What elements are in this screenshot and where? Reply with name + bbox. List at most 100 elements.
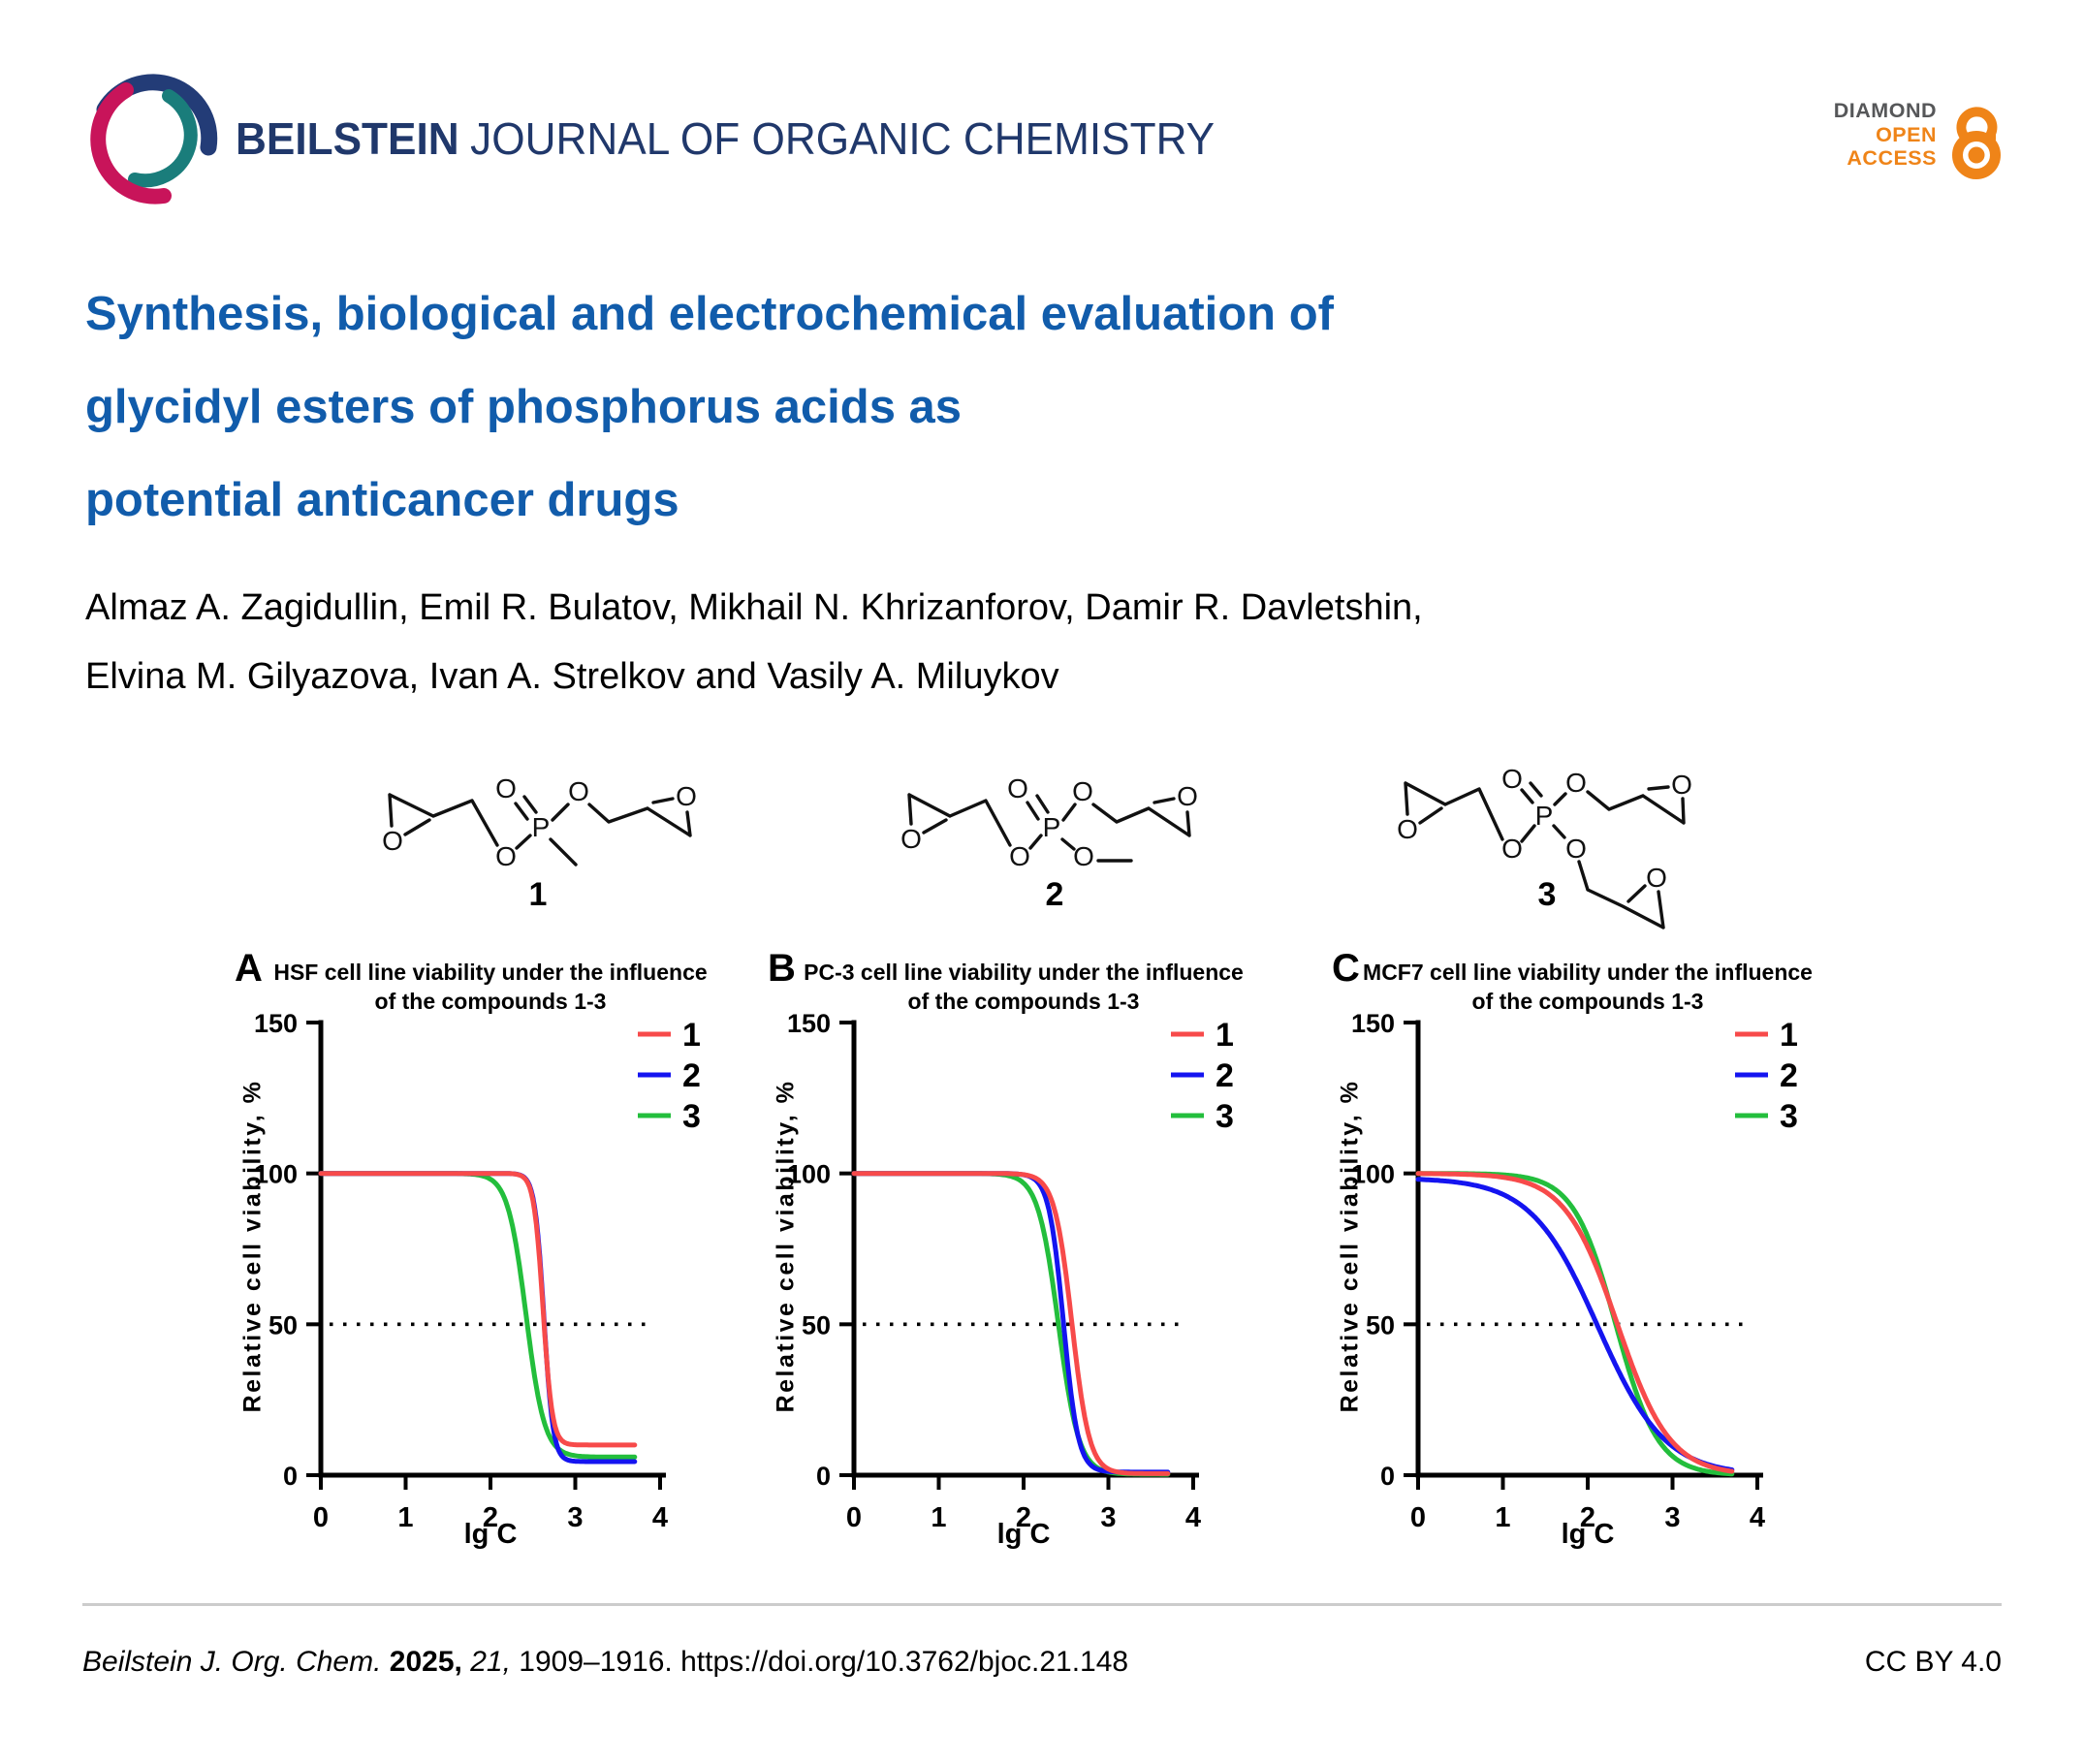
- compound-1-bonds: [388, 793, 692, 866]
- y-tick-label: 100: [1351, 1160, 1395, 1189]
- atom-label: O: [1007, 773, 1028, 803]
- logo-teal-arc: [128, 89, 198, 188]
- x-tick-label: 1: [931, 1502, 946, 1533]
- authors: Almaz A. Zagidullin, Emil R. Bulatov, Mi…: [85, 574, 1423, 711]
- article-title-line-3: potential anticancer drugs: [85, 474, 679, 526]
- chart-title-line-2: of the compounds 1-3: [907, 989, 1140, 1014]
- atom-label: O: [676, 781, 697, 811]
- y-tick-label: 150: [787, 1009, 831, 1038]
- legend-label-1: 1: [1780, 1017, 1798, 1054]
- chart-title: HSF cell line viability under the influe…: [248, 958, 733, 1016]
- atom-label: O: [1397, 814, 1418, 844]
- legend-label-2: 2: [1216, 1057, 1234, 1094]
- x-tick-label: 0: [313, 1502, 329, 1533]
- logo-crimson-arc: [90, 82, 172, 205]
- authors-line-2: Elvina M. Gilyazova, Ivan A. Strelkov an…: [85, 656, 1059, 697]
- lock-keyhole: [1968, 146, 1985, 164]
- x-tick-label: 4: [652, 1502, 668, 1533]
- y-tick-label: 100: [787, 1160, 831, 1189]
- x-tick-label: 2: [1580, 1502, 1595, 1533]
- atom-label: O: [382, 826, 403, 856]
- article-title-line-1: Synthesis, biological and electrochemica…: [85, 288, 1334, 340]
- legend-label-2: 2: [682, 1057, 701, 1094]
- atom-label: O: [1177, 781, 1198, 811]
- journal-name-rest: JOURNAL OF ORGANIC CHEMISTRY: [470, 113, 1216, 164]
- x-tick-label: 3: [1100, 1502, 1116, 1533]
- y-tick-label: 150: [254, 1009, 298, 1038]
- compound-3-number: 3: [1538, 876, 1557, 913]
- chart-panel-hsf: A HSF cell line viability under the infl…: [233, 945, 785, 1580]
- y-tick-label: 0: [816, 1462, 831, 1491]
- citation-volume: 21,: [470, 1646, 511, 1678]
- atom-label: O: [568, 776, 589, 806]
- citation-pages-doi: 1909–1916. https://doi.org/10.3762/bjoc.…: [519, 1646, 1129, 1678]
- x-tick-label: 2: [483, 1502, 498, 1533]
- citation-year: 2025,: [389, 1646, 462, 1678]
- curve-compound-1: [1415, 1171, 1735, 1474]
- x-tick-label: 4: [1750, 1502, 1765, 1533]
- badge-diamond-label: DIAMOND: [1833, 99, 1937, 122]
- open-access-lock-icon: [1952, 107, 2001, 179]
- compound-2-bonds: [907, 793, 1191, 863]
- x-tick-label: 1: [1495, 1502, 1510, 1533]
- atom-label: O: [1501, 834, 1523, 864]
- chart-title-line-1: PC-3 cell line viability under the influ…: [804, 960, 1244, 985]
- atom-label: O: [1646, 863, 1667, 893]
- atom-label: O: [1671, 770, 1692, 800]
- atom-label: O: [495, 841, 517, 871]
- x-axis-label: lg C: [996, 1519, 1051, 1550]
- atom-label: O: [495, 773, 517, 803]
- curve-compound-1: [851, 1171, 1171, 1476]
- curve-compound-1: [318, 1171, 638, 1448]
- compound-1-number: 1: [529, 876, 548, 913]
- compound-3-bonds: [1404, 781, 1686, 929]
- x-tick-label: 2: [1016, 1502, 1031, 1533]
- x-axis-label: lg C: [463, 1519, 518, 1550]
- y-tick-label: 100: [254, 1160, 298, 1189]
- atom-label: P: [1535, 801, 1554, 831]
- chart-title: PC-3 cell line viability under the influ…: [781, 958, 1266, 1016]
- beilstein-logo: [90, 74, 218, 205]
- y-tick-label: 0: [283, 1462, 298, 1491]
- chart-panel-mcf7: C MCF7 cell line viability under the inf…: [1330, 945, 1882, 1580]
- citation-journal: Beilstein J. Org. Chem.: [82, 1646, 382, 1678]
- atom-label: O: [1565, 768, 1587, 798]
- legend-label-2: 2: [1780, 1057, 1798, 1094]
- legend-label-3: 3: [1780, 1098, 1798, 1135]
- footer-divider: [82, 1603, 2002, 1606]
- lock-body: [1952, 131, 2001, 179]
- journal-name: BEILSTEIN JOURNAL OF ORGANIC CHEMISTRY: [236, 112, 1215, 165]
- curve-compound-2: [318, 1171, 638, 1465]
- curve-compound-3: [318, 1171, 638, 1460]
- compound-2-structure: O O P O O O O 2: [900, 773, 1198, 913]
- panel-letter: A: [235, 947, 263, 990]
- y-tick-label: 0: [1380, 1462, 1395, 1491]
- y-tick-label: 50: [268, 1310, 298, 1339]
- atom-label: P: [532, 812, 551, 842]
- chart-title-line-2: of the compounds 1-3: [1471, 989, 1704, 1014]
- authors-line-1: Almaz A. Zagidullin, Emil R. Bulatov, Mi…: [85, 587, 1423, 628]
- atom-label: O: [1565, 834, 1587, 864]
- chart-title-line-2: of the compounds 1-3: [374, 989, 607, 1014]
- citation: Beilstein J. Org. Chem. 2025, 21, 1909–1…: [82, 1646, 1128, 1679]
- chart-title: MCF7 cell line viability under the influ…: [1345, 958, 1830, 1016]
- article-title: Synthesis, biological and electrochemica…: [85, 268, 1334, 547]
- y-tick-label: 150: [1351, 1009, 1395, 1038]
- license-label: CC BY 4.0: [1864, 1646, 2002, 1678]
- atom-label: P: [1043, 812, 1061, 842]
- badge-access-label: ACCESS: [1847, 146, 1937, 170]
- x-tick-label: 4: [1185, 1502, 1201, 1533]
- atom-label: O: [1073, 841, 1094, 871]
- atom-label: O: [1501, 764, 1523, 794]
- x-tick-label: 3: [1664, 1502, 1680, 1533]
- compound-1-structure: O O P O O O 1: [382, 773, 697, 913]
- atom-label: O: [1009, 841, 1030, 871]
- journal-name-bold: BEILSTEIN: [236, 113, 459, 164]
- panel-letter: C: [1332, 947, 1360, 990]
- lock-shackle: [1956, 107, 1998, 144]
- y-tick-label: 50: [802, 1310, 831, 1339]
